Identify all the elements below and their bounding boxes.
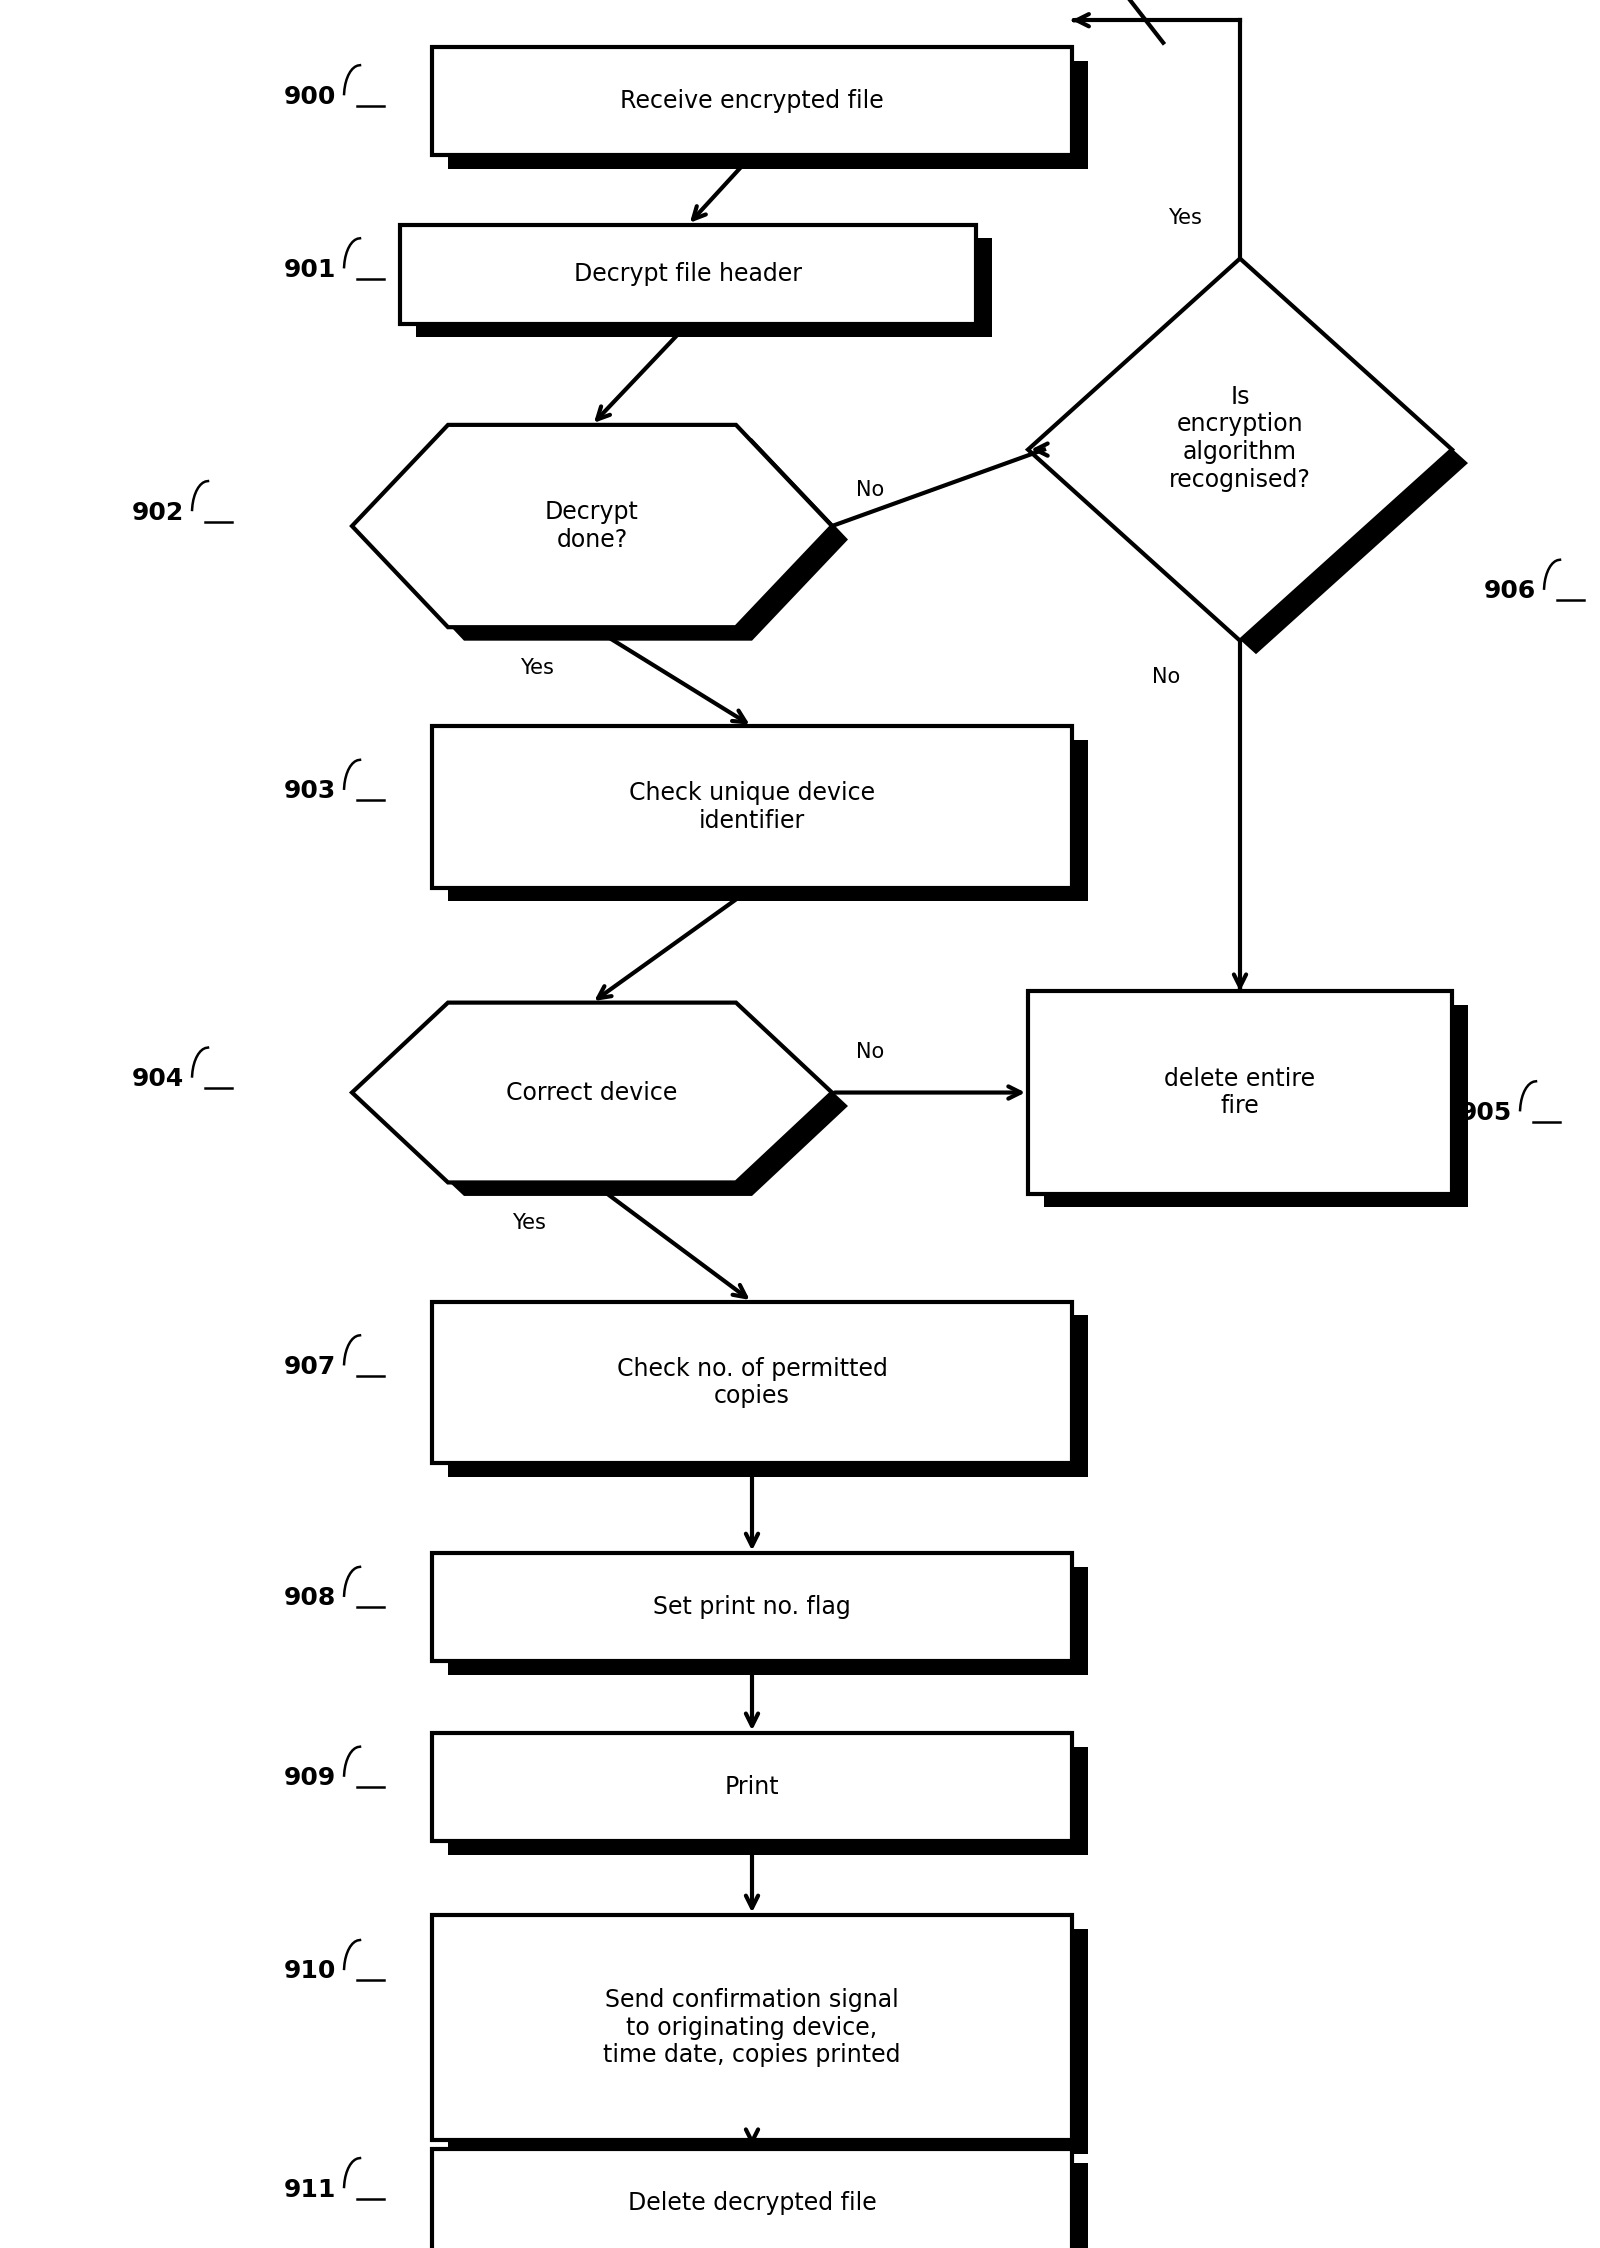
Polygon shape	[1027, 259, 1453, 641]
Text: No: No	[1152, 668, 1181, 686]
Text: Correct device: Correct device	[506, 1081, 678, 1104]
Text: Decrypt file header: Decrypt file header	[574, 263, 802, 285]
Text: Delete decrypted file: Delete decrypted file	[627, 2192, 877, 2214]
Text: 903: 903	[283, 780, 336, 803]
Text: Check unique device
identifier: Check unique device identifier	[629, 780, 875, 834]
Text: Send confirmation signal
to originating device,
time date, copies printed: Send confirmation signal to originating …	[603, 1987, 901, 2068]
Bar	[416, 238, 992, 337]
Text: Set print no. flag: Set print no. flag	[653, 1596, 851, 1619]
Polygon shape	[368, 1016, 848, 1196]
Text: 909: 909	[283, 1767, 336, 1789]
Polygon shape	[368, 438, 848, 641]
Bar	[432, 1733, 1072, 1841]
Bar	[432, 726, 1072, 888]
Bar	[448, 1567, 1088, 1675]
Polygon shape	[352, 1003, 832, 1182]
Text: Is
encryption
algorithm
recognised?: Is encryption algorithm recognised?	[1170, 384, 1310, 492]
Bar	[432, 1553, 1072, 1661]
Text: 901: 901	[283, 259, 336, 281]
Text: Yes: Yes	[1168, 209, 1202, 227]
Bar	[432, 2149, 1072, 2248]
Text: Receive encrypted file: Receive encrypted file	[621, 90, 883, 112]
Bar	[448, 1929, 1088, 2154]
Bar	[448, 740, 1088, 901]
Text: 907: 907	[283, 1356, 336, 1378]
Text: No: No	[856, 1043, 885, 1061]
Text: 906: 906	[1483, 580, 1536, 602]
Text: 900: 900	[283, 85, 336, 108]
Text: 911: 911	[283, 2178, 336, 2201]
Bar	[448, 2163, 1088, 2248]
Bar	[1045, 1005, 1469, 1207]
Bar	[448, 61, 1088, 169]
Text: 910: 910	[283, 1960, 336, 1983]
Bar	[432, 47, 1072, 155]
Bar	[432, 1302, 1072, 1463]
Text: delete entire
fire: delete entire fire	[1165, 1066, 1315, 1120]
Bar	[448, 1315, 1088, 1477]
Text: Check no. of permitted
copies: Check no. of permitted copies	[616, 1356, 888, 1409]
Text: Yes: Yes	[520, 659, 554, 677]
Bar	[448, 1747, 1088, 1855]
Bar	[400, 225, 976, 324]
Text: 904: 904	[131, 1068, 184, 1090]
Bar	[432, 1915, 1072, 2140]
Text: Decrypt
done?: Decrypt done?	[546, 499, 638, 553]
Text: 902: 902	[131, 501, 184, 524]
Text: No: No	[856, 481, 885, 499]
Text: 908: 908	[283, 1587, 336, 1610]
Text: 905: 905	[1459, 1102, 1512, 1124]
Polygon shape	[1045, 272, 1469, 654]
Text: Print: Print	[725, 1776, 779, 1798]
Text: Yes: Yes	[512, 1214, 546, 1232]
Polygon shape	[352, 425, 832, 627]
Bar	[1027, 991, 1453, 1194]
